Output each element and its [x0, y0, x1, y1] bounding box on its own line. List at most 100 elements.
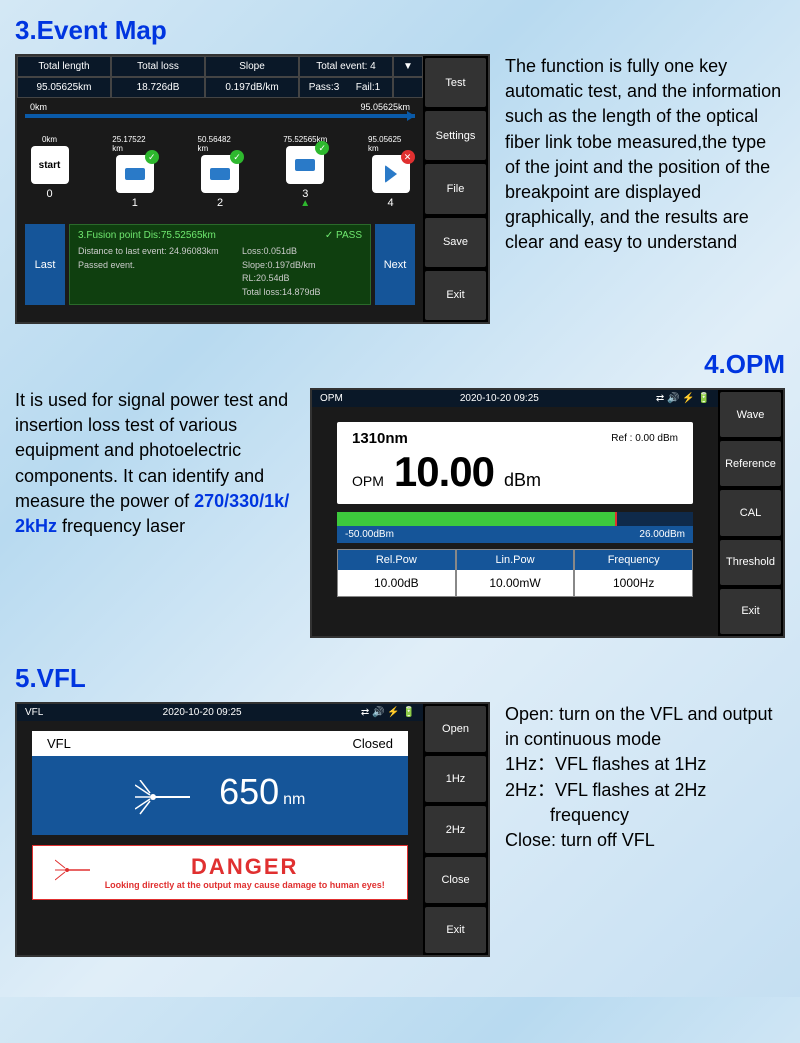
vfl-status-title: VFL — [25, 707, 43, 718]
opm-th-relpow: Rel.Pow — [338, 550, 455, 570]
opm-title: 4.OPM — [15, 349, 785, 380]
em-header-row: Total length Total loss Slope Total even… — [17, 56, 423, 77]
opm-ref: Ref : 0.00 dBm — [611, 433, 678, 444]
opm-bar-min: -50.00dBm — [345, 529, 394, 540]
em-dist-last: Distance to last event: 24.96083km — [78, 245, 242, 259]
vfl-hdr-right: Closed — [353, 736, 393, 751]
status-icons: ⇄ 🔊 ⚡ 🔋 — [656, 393, 710, 404]
em-detail-title: 3.Fusion point Dis:75.52565km — [78, 230, 216, 241]
opm-desc: It is used for signal power test and ins… — [15, 388, 295, 539]
vfl-danger: DANGER Looking directly at the output ma… — [32, 845, 408, 901]
open-button[interactable]: Open — [425, 706, 486, 752]
opm-td-freq: 1000Hz — [575, 570, 692, 596]
em-slope-val: 0.197dB/km — [205, 77, 299, 98]
opm-label: OPM — [352, 473, 384, 489]
em-slope: Slope:0.197dB/km — [242, 259, 362, 273]
vfl-desc-1hz: 1Hz：VFL flashes at 1Hz — [505, 752, 785, 777]
em-passfail: Pass:3 Fail:1 — [299, 77, 393, 98]
opm-bar-max: 26.00dBm — [639, 529, 685, 540]
vfl-value: 650 — [219, 771, 279, 813]
em-tl-end: 95.05625km — [360, 102, 410, 112]
em-total-event-label: Total event: 4 — [299, 56, 393, 77]
event-map-desc: The function is fully one key automatic … — [505, 54, 785, 256]
event-map-title: 3.Event Map — [15, 15, 785, 46]
vfl-title: 5.VFL — [15, 663, 785, 694]
2hz-button[interactable]: 2Hz — [425, 806, 486, 852]
opm-unit: dBm — [504, 470, 541, 491]
em-total-loss-val: 18.726dB — [111, 77, 205, 98]
em-node-4[interactable]: 95.05625 km ✕ 4 — [368, 135, 413, 209]
vfl-status-bar: VFL 2020-10-20 09:25 ⇄ 🔊 ⚡ 🔋 — [17, 704, 423, 721]
opm-wavelength: 1310nm — [352, 430, 408, 447]
selected-arrow-icon: ▲ — [300, 198, 310, 209]
danger-laser-icon — [55, 856, 90, 889]
opm-bar: -50.00dBm 26.00dBm — [337, 512, 693, 543]
wave-button[interactable]: Wave — [720, 392, 781, 437]
opm-exit-button[interactable]: Exit — [720, 589, 781, 634]
settings-button[interactable]: Settings — [425, 111, 486, 160]
next-button[interactable]: Next — [375, 224, 415, 305]
opm-th-freq: Frequency — [575, 550, 692, 570]
vfl-status-time: 2020-10-20 09:25 — [163, 707, 242, 718]
em-node-1[interactable]: 25.17522 km ✓ 1 — [112, 135, 157, 209]
opm-display: 1310nm Ref : 0.00 dBm OPM 10.00 dBm — [337, 422, 693, 504]
em-detail-status: ✓ PASS — [325, 230, 362, 241]
last-button[interactable]: Last — [25, 224, 65, 305]
laser-icon — [135, 780, 190, 820]
threshold-button[interactable]: Threshold — [720, 540, 781, 585]
vfl-device: VFL 2020-10-20 09:25 ⇄ 🔊 ⚡ 🔋 VFL Closed — [15, 702, 490, 957]
em-total-loss-label: Total loss — [111, 56, 205, 77]
em-fail: Fail:1 — [346, 82, 390, 93]
opm-device: OPM 2020-10-20 09:25 ⇄ 🔊 ⚡ 🔋 1310nm Ref … — [310, 388, 785, 638]
em-nodes: 0km start 0 25.17522 km ✓ 1 50.56482 km … — [17, 135, 423, 209]
vfl-hdr-left: VFL — [47, 736, 71, 751]
em-node-0[interactable]: 0km start 0 — [27, 135, 72, 209]
event-map-section: 3.Event Map Total length Total loss Slop… — [15, 15, 785, 324]
opm-status-bar: OPM 2020-10-20 09:25 ⇄ 🔊 ⚡ 🔋 — [312, 390, 718, 407]
opm-section: 4.OPM It is used for signal power test a… — [15, 349, 785, 638]
em-loss: Loss:0.051dB — [242, 245, 362, 259]
danger-title: DANGER — [105, 854, 385, 880]
opm-th-linpow: Lin.Pow — [457, 550, 574, 570]
vfl-desc-close: Close: turn off VFL — [505, 828, 785, 853]
opm-status-time: 2020-10-20 09:25 — [460, 393, 539, 404]
vfl-box: VFL Closed — [32, 731, 408, 835]
test-button[interactable]: Test — [425, 58, 486, 107]
opm-table: Rel.Pow 10.00dB Lin.Pow 10.00mW Frequenc… — [337, 549, 693, 597]
event-map-device: Total length Total loss Slope Total even… — [15, 54, 490, 324]
opm-status-title: OPM — [320, 393, 343, 404]
vfl-sidebar: Open 1Hz 2Hz Close Exit — [423, 704, 488, 955]
em-slope-label: Slope — [205, 56, 299, 77]
vfl-desc-2hz: 2Hz：VFL flashes at 2Hz frequency — [505, 778, 785, 828]
em-timeline: 0km 95.05625km — [25, 104, 415, 129]
danger-sub: Looking directly at the output may cause… — [105, 880, 385, 892]
em-total-length-val: 95.05625km — [17, 77, 111, 98]
reference-button[interactable]: Reference — [720, 441, 781, 486]
file-button[interactable]: File — [425, 164, 486, 213]
em-tl-start: 0km — [30, 102, 47, 112]
em-pass: Pass:3 — [302, 82, 346, 93]
vfl-desc-open: Open: turn on the VFL and output in cont… — [505, 702, 785, 752]
vfl-status-icons: ⇄ 🔊 ⚡ 🔋 — [361, 707, 415, 718]
dropdown-icon[interactable]: ▼ — [393, 56, 423, 77]
close-button[interactable]: Close — [425, 857, 486, 903]
vfl-unit: nm — [283, 791, 305, 809]
opm-sidebar: Wave Reference CAL Threshold Exit — [718, 390, 783, 636]
exit-button[interactable]: Exit — [425, 271, 486, 320]
em-detail: Last 3.Fusion point Dis:75.52565km ✓ PAS… — [25, 224, 415, 305]
em-rl: RL:20.54dB — [242, 272, 362, 286]
em-total-length-label: Total length — [17, 56, 111, 77]
em-passed: Passed event. — [78, 259, 242, 273]
cal-button[interactable]: CAL — [720, 490, 781, 535]
opm-td-linpow: 10.00mW — [457, 570, 574, 596]
em-node-2[interactable]: 50.56482 km ✓ 2 — [198, 135, 243, 209]
em-sidebar: Test Settings File Save Exit — [423, 56, 488, 322]
opm-value: 10.00 — [394, 448, 494, 496]
em-node-3[interactable]: 75.52565km ✓ 3 ▲ — [283, 135, 328, 209]
save-button[interactable]: Save — [425, 218, 486, 267]
vfl-exit-button[interactable]: Exit — [425, 907, 486, 953]
em-tloss: Total loss:14.879dB — [242, 286, 362, 300]
vfl-desc: Open: turn on the VFL and output in cont… — [505, 702, 785, 853]
opm-td-relpow: 10.00dB — [338, 570, 455, 596]
1hz-button[interactable]: 1Hz — [425, 756, 486, 802]
